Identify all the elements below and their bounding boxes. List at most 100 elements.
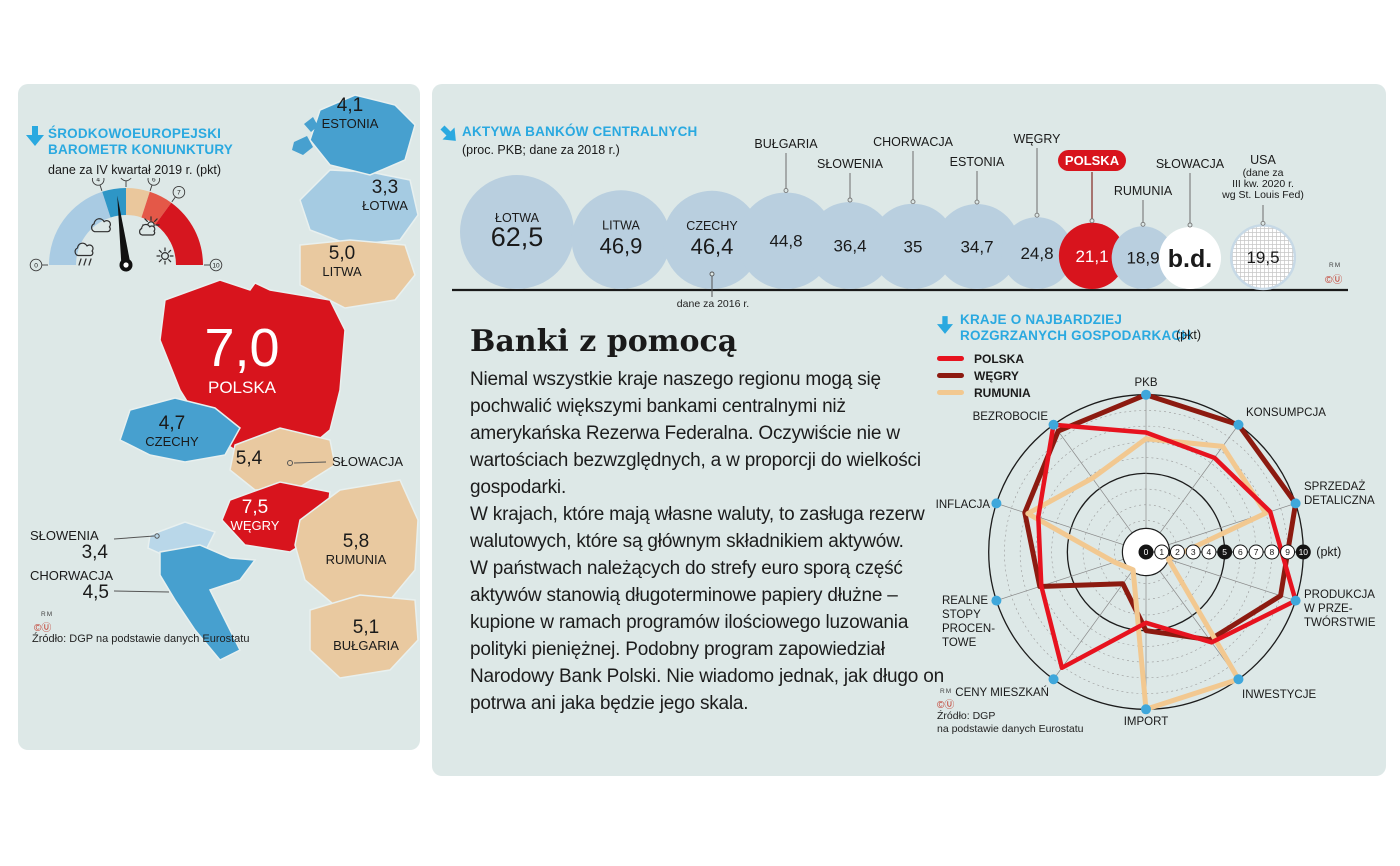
bubble-pointer-dot xyxy=(847,197,853,203)
country-value: 3,3 xyxy=(371,177,399,198)
bubble-pointer-dot xyxy=(1187,222,1193,228)
bubble-pointer-dot xyxy=(910,199,916,205)
license-icons: ©Ⓤ xyxy=(937,700,955,711)
rain-icon xyxy=(88,258,92,266)
map-label-bułgaria: 5,1 BUŁGARIA xyxy=(333,618,399,654)
bubble-name-wgry: WĘGRY xyxy=(1014,132,1062,146)
sun-ray xyxy=(158,259,162,263)
barometer-title: ŚRODKOWOEUROPEJSKI BAROMETR KONIUNKTURY xyxy=(48,126,233,157)
bubble-value-litwa: 46,9 xyxy=(600,234,643,259)
barometer-subtitle: dane za IV kwartał 2019 r. (pkt) xyxy=(48,163,222,177)
bubble-circle-litwa xyxy=(571,190,671,289)
sun-ray xyxy=(158,249,162,253)
country-name: BUŁGARIA xyxy=(333,638,399,653)
bubble-value-sowacja: b.d. xyxy=(1168,245,1212,273)
legend-swatch xyxy=(937,390,964,395)
bubble-value-otwa: 62,5 xyxy=(491,222,544,252)
radar-axis-line xyxy=(996,551,1147,601)
cloud-icon xyxy=(91,218,112,233)
overheated-economies-radar: 0 1 2 3 4 5 6 7 8 9 10 (pkt) PKB KONSUMPCJA SPRZEDAŻ DE… xyxy=(936,377,1376,728)
gauge-tick-value: 10 xyxy=(212,262,220,269)
radar-source: Źródło: DGP na podstawie danych Eurostatu xyxy=(937,710,1084,735)
country-name: SŁOWENIA xyxy=(30,528,99,543)
radar-scale-number: 8 xyxy=(1269,547,1274,557)
rm-mark: RM xyxy=(940,688,953,695)
map-shape-chorwacja xyxy=(159,544,257,661)
bubble-name-polska: POLSKA xyxy=(1065,153,1120,168)
map-label-słowacja-name: SŁOWACJA xyxy=(332,454,403,469)
radar-scale-number: 3 xyxy=(1191,547,1196,557)
license-icons: ©Ⓤ xyxy=(1325,275,1343,286)
bubble-value-czechy: 46,4 xyxy=(691,234,734,259)
radar-scale-number: 9 xyxy=(1285,547,1290,557)
radar-scale-unit: (pkt) xyxy=(1316,545,1341,559)
slowacja-callout-dot xyxy=(287,460,293,466)
radar-scale-number: 2 xyxy=(1175,547,1180,557)
cloud-icon xyxy=(74,242,94,257)
gauge-segment xyxy=(49,191,111,265)
sun-ray xyxy=(168,259,172,263)
central-europe-map xyxy=(113,94,419,679)
map-label-estonia: 4,1 ESTONIA xyxy=(322,96,379,132)
bubble-name-chorwacja: CHORWACJA xyxy=(873,135,954,149)
gauge-tick-circle xyxy=(29,258,43,272)
barometer-panel: ŚRODKOWOEUROPEJSKI BAROMETR KONIUNKTURY d… xyxy=(18,84,420,750)
gauge-tick-circle xyxy=(91,178,105,186)
radar-axis-line xyxy=(1053,551,1147,680)
map-labels-layer: 4,1 ESTONIA 3,3 ŁOTWA 5,0 LITWA 7,0 POLSKA 4,7 CZ… xyxy=(18,84,420,750)
rain-icon xyxy=(78,258,82,266)
map-shape-lotwa xyxy=(299,169,419,246)
radar-axis-label-produkcjawprzetwrstwie: TWÓRSTWIE xyxy=(1304,616,1376,629)
radar-scale-number: 10 xyxy=(1299,547,1309,557)
article-title: Banki z pomocą xyxy=(470,324,738,359)
bubble-pill-polska xyxy=(1058,150,1126,171)
gauge-tick-value: 7 xyxy=(177,189,181,196)
bubble-name-czechy: CZECHY xyxy=(686,219,738,233)
main-panel: AKTYWA BANKÓW CENTRALNYCH (proc. PKB; da… xyxy=(432,84,1386,776)
bubble-value-sowenia: 36,4 xyxy=(833,237,866,256)
bubble-name-otwa: ŁOTWA xyxy=(495,211,540,225)
bubble-value-bugaria: 44,8 xyxy=(769,232,802,251)
country-value: 7,5 xyxy=(241,497,269,518)
country-name: WĘGRY xyxy=(230,518,280,533)
article-paragraph: Niemal wszystkie kraje naszego regionu m… xyxy=(470,369,921,498)
bubble-pointer-dot xyxy=(1089,218,1095,224)
country-name: CHORWACJA xyxy=(30,568,114,583)
sun-icon xyxy=(161,251,170,260)
bubble-name-litwa: LITWA xyxy=(602,219,640,233)
radar-scale-tick xyxy=(1154,544,1170,560)
map-shape-rumunia xyxy=(294,479,419,611)
legend-label: RUMUNIA xyxy=(974,385,1031,400)
radar-axis-label-realnestopyprocentowe: PROCEN- xyxy=(942,623,995,635)
map-label-węgry: 7,5 WĘGRY xyxy=(230,497,280,534)
bubble-circle-sowenia xyxy=(806,202,894,289)
note-pointer-dot xyxy=(709,271,715,277)
bubble-circle-estonia xyxy=(934,204,1020,289)
radar-axis-label-realnestopyprocentowe: STOPY xyxy=(942,609,981,621)
radar-series-wgry xyxy=(1022,392,1299,643)
bubble-value-wgry: 24,8 xyxy=(1020,244,1053,263)
country-name: LITWA xyxy=(322,264,362,279)
radar-axis-dot xyxy=(991,595,1002,606)
map-shape-bulgaria xyxy=(309,594,419,679)
barometer-gauge: 0 4 5 6 7 10 xyxy=(29,178,223,272)
bubble-chart-title: AKTYWA BANKÓW CENTRALNYCH xyxy=(462,124,698,139)
radar-scale-tick xyxy=(1169,544,1185,560)
radar-scale-tick xyxy=(1248,544,1264,560)
bubble-name-sowacja: SŁOWACJA xyxy=(1156,157,1225,171)
country-value: 5,0 xyxy=(328,243,356,264)
radar-axis-label-produkcjawprzetwrstwie: PRODUKCJA xyxy=(1304,589,1375,601)
bubble-circle-otwa xyxy=(460,175,574,289)
map-shape-slowacja xyxy=(229,427,336,491)
radar-axis-label-inflacja: INFLACJA xyxy=(936,499,991,511)
radar-axis-dot xyxy=(1290,595,1301,606)
radar-axis-dot xyxy=(1233,674,1244,685)
license-icons: ©Ⓤ xyxy=(34,623,52,634)
article-paragraph: W państwach należących do strefy euro sp… xyxy=(470,558,944,714)
gauge-tick-circle xyxy=(120,178,132,182)
radar-scale-tick xyxy=(1185,544,1201,560)
radar-chart-title: KRAJE O NAJBARDZIEJ ROZGRZANYCH GOSPODARK… xyxy=(960,312,1192,343)
down-arrow-icon xyxy=(937,316,953,334)
bubble-name-sowenia: SŁOWENIA xyxy=(817,157,884,171)
